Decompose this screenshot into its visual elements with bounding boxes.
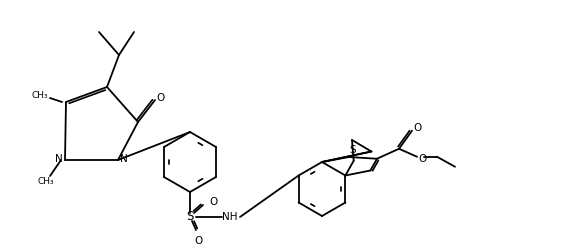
Text: N: N: [55, 154, 63, 164]
Text: O: O: [194, 236, 202, 246]
Text: O: O: [156, 93, 164, 103]
Text: O: O: [418, 154, 426, 164]
Text: O: O: [209, 197, 217, 207]
Text: S: S: [350, 145, 356, 155]
Text: CH₃: CH₃: [37, 177, 55, 186]
Text: N: N: [120, 154, 128, 164]
Text: CH₃: CH₃: [32, 91, 48, 101]
Text: S: S: [186, 210, 194, 224]
Text: O: O: [413, 123, 421, 133]
Text: NH: NH: [222, 212, 238, 222]
